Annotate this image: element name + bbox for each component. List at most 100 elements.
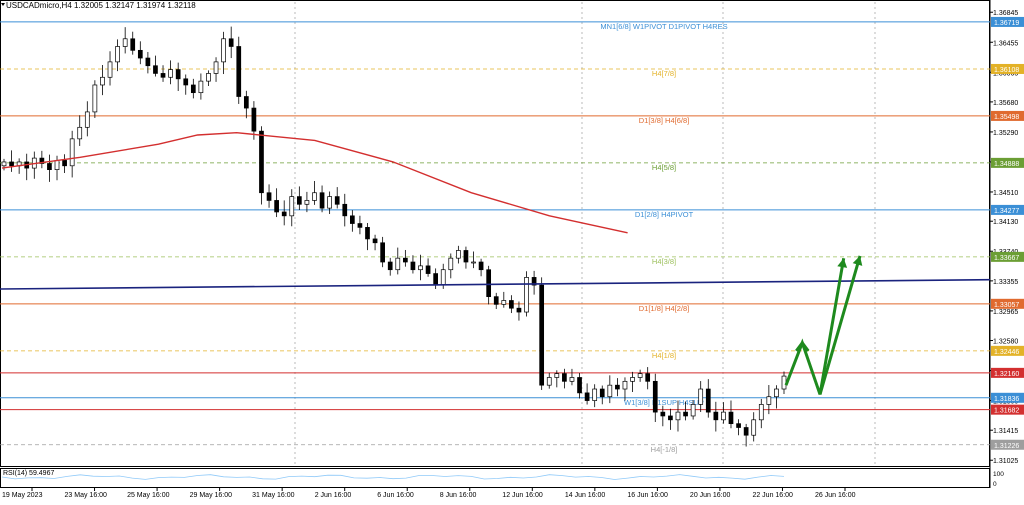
price-tag-bg [991,345,1024,356]
rsi-panel-frame [0,468,990,488]
candle-body [774,388,779,398]
candle-body [516,307,522,313]
candle-body [456,250,461,259]
y-tick-label: 1.34510 [993,190,1018,197]
candle-body [463,250,469,263]
candle-body [630,377,635,382]
candle-body [39,157,45,164]
candle-body [115,46,120,63]
candle-body [569,377,575,382]
candle-body [592,388,598,401]
level-label: D1[2/8] H4PIVOT [635,210,694,219]
y-tick-label: 1.36455 [993,40,1018,47]
candle-body [524,277,529,313]
candle-body [372,238,378,244]
candle-body [266,192,272,201]
candle-body [546,377,552,386]
candle-body [584,392,590,401]
chart-header: USDCADmicro,H4 1.32005 1.32147 1.31974 1… [6,1,196,10]
price-tag-label: 1.32446 [994,349,1019,356]
y-tick-label: 1.35290 [993,130,1018,137]
candle-body [1,161,7,167]
y-tick-label: 1.34130 [993,219,1018,226]
x-tick-label: 16 Jun 16:00 [627,492,668,499]
projection-path [784,257,846,395]
candle-body [251,107,257,132]
candle-body [448,257,454,271]
candle-body [751,419,757,436]
level-label: H4[5/8] [652,163,676,172]
candle-body [698,388,704,405]
x-tick-label: 6 Jun 16:00 [377,492,414,499]
price-tag-bg [991,404,1024,415]
candle-body [365,227,370,240]
y-tick-label: 1.36845 [993,10,1018,17]
level-label: H4[3/8] [652,257,676,266]
candle-body [319,192,325,209]
y-tick-label: 1.35680 [993,100,1018,107]
candle-body [327,196,332,209]
price-tag-label: 1.31682 [994,408,1019,415]
candle-body [380,242,385,263]
rsi-label: RSI(14) 59.4967 [3,470,55,477]
price-tag-label: 1.33667 [994,255,1019,262]
x-tick-label: 20 Jun 16:00 [690,492,731,499]
candle-body [766,396,772,405]
level-label: D1[3/8] H4[6/8] [639,116,689,125]
candle-body [660,411,666,417]
candle-body [100,76,105,86]
candle-body [675,411,681,421]
candle-body [312,192,317,201]
candle-body [486,269,492,298]
trend-line-navy [0,278,991,290]
projection-path [818,255,862,395]
candle-body [736,423,741,428]
price-tag-bg [991,298,1024,309]
candle-body [107,61,113,78]
candle-body [304,200,310,205]
candle-body [501,300,507,305]
candle-body [221,38,226,63]
candle-body [403,257,408,263]
candle-body [69,138,75,167]
candle-body [274,200,279,213]
candle-body [418,265,423,271]
candle-body [349,215,355,224]
main-plot-frame [0,0,990,467]
price-tag-label: 1.36108 [994,67,1019,74]
candle-body [713,411,719,421]
candle-body [259,130,264,194]
candle-body [758,404,764,421]
price-tag-label: 1.34888 [994,161,1019,168]
candle-body [683,411,688,417]
candle-body [781,375,787,390]
candle-body [281,211,287,217]
candle-body [668,415,673,421]
projection-arrowhead [837,258,848,268]
candle-body [478,261,484,271]
price-tag-label: 1.34277 [994,208,1019,215]
candle-body [62,160,67,167]
price-tag-bg [991,439,1024,450]
candle-body [615,384,620,390]
candle-body [228,38,234,47]
level-label: H4[1/8] [652,351,676,360]
price-tag-bg [991,251,1024,262]
candle-body [334,196,340,205]
candle-body [190,84,196,94]
candle-body [77,126,83,140]
candle-body [160,73,166,78]
x-tick-label: 8 Jun 16:00 [440,492,477,499]
candle-body [9,161,14,167]
candle-body [721,411,726,421]
candle-body [652,380,658,413]
candle-body [296,196,302,205]
dropdown-arrow-icon[interactable] [1,3,5,6]
moving-average-red [1,131,628,234]
candle-body [342,203,348,217]
y-tick-label: 1.32965 [993,309,1018,316]
candle-body [137,49,143,59]
candle-body [175,69,181,80]
